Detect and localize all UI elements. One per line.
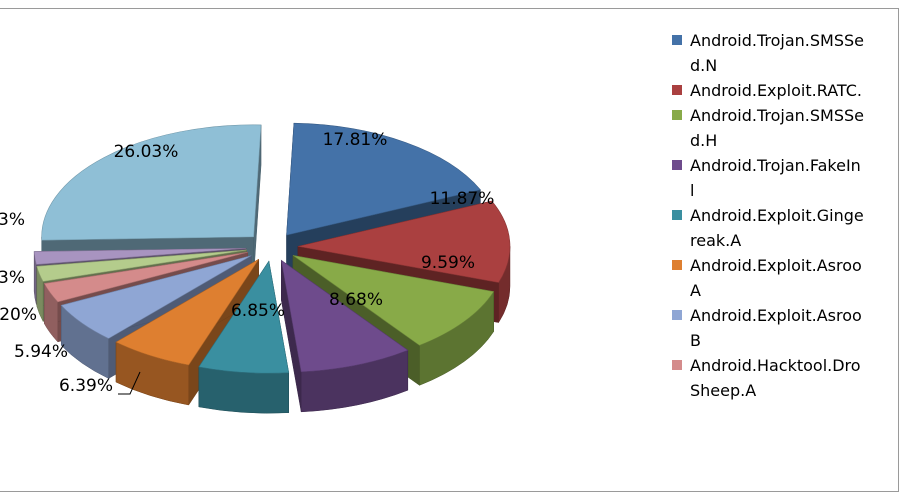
legend-label: Android.Trojan.SMSSe d.N	[690, 31, 864, 75]
legend-swatch	[672, 35, 682, 45]
data-label-10: 3%	[0, 210, 25, 230]
legend-label: Android.Exploit.RATC.	[690, 81, 862, 100]
data-label-5: 6.85%	[231, 301, 285, 321]
data-label-1: 17.81%	[323, 130, 388, 150]
pie-slice-top-4	[280, 259, 409, 373]
legend-label: Android.Hacktool.Dro Sheep.A	[690, 356, 861, 400]
legend-label: Android.Trojan.SMSSe d.H	[690, 106, 864, 150]
legend-swatch	[672, 260, 682, 270]
legend-swatch	[672, 85, 682, 95]
pie-slice-top-3	[292, 255, 495, 346]
legend-label: Android.Trojan.FakeIn l	[690, 156, 861, 200]
pie-slice-top-2	[297, 200, 511, 283]
pie-slice-top-1	[286, 122, 481, 236]
pie-slice-top-9	[36, 249, 247, 282]
pie-slice-top-11	[41, 124, 262, 241]
legend-swatch	[672, 160, 682, 170]
data-label-4: 8.68%	[329, 290, 383, 310]
data-label-3: 9.59%	[421, 253, 475, 273]
leader-line	[118, 371, 141, 395]
pie-slice-4	[280, 259, 409, 413]
legend-swatch	[672, 310, 682, 320]
pie-slice-top-7	[60, 255, 252, 339]
pie-slice-side-5	[198, 366, 289, 414]
legend-item: Android.Trojan.SMSSe d.H	[668, 103, 900, 153]
legend-swatch	[672, 210, 682, 220]
data-label-11: 26.03%	[114, 142, 179, 162]
legend-item: Android.Exploit.Ginge reak.A	[668, 203, 900, 253]
data-label-6: 6.39%	[59, 376, 113, 396]
legend-swatch	[672, 360, 682, 370]
pie-slice-top-5	[198, 260, 290, 374]
pie-slice-5	[198, 260, 290, 414]
legend-item: Android.Hacktool.Dro Sheep.A	[668, 353, 900, 403]
legend-label: Android.Exploit.Asroo B	[690, 306, 862, 350]
legend-label: Android.Exploit.Ginge reak.A	[690, 206, 864, 250]
legend-label: Android.Exploit.Asroo A	[690, 256, 862, 300]
chart-frame	[0, 8, 899, 492]
data-label-9: 3%	[0, 268, 25, 288]
data-label-8: 20%	[0, 305, 37, 325]
legend-item: Android.Exploit.RATC.	[668, 78, 900, 103]
pie-slice-top-6	[115, 259, 259, 366]
data-label-2: 11.87%	[430, 189, 495, 209]
legend-item: Android.Trojan.FakeIn l	[668, 153, 900, 203]
pie-slice-top-8	[43, 251, 248, 303]
pie-slice-top-10	[33, 247, 247, 265]
legend-swatch	[672, 110, 682, 120]
legend-item: Android.Trojan.SMSSe d.N	[668, 28, 900, 78]
legend: Android.Trojan.SMSSe d.N Android.Exploit.…	[668, 28, 900, 403]
data-label-7: 5.94%	[14, 342, 68, 362]
legend-item: Android.Exploit.Asroo B	[668, 303, 900, 353]
legend-item: Android.Exploit.Asroo A	[668, 253, 900, 303]
